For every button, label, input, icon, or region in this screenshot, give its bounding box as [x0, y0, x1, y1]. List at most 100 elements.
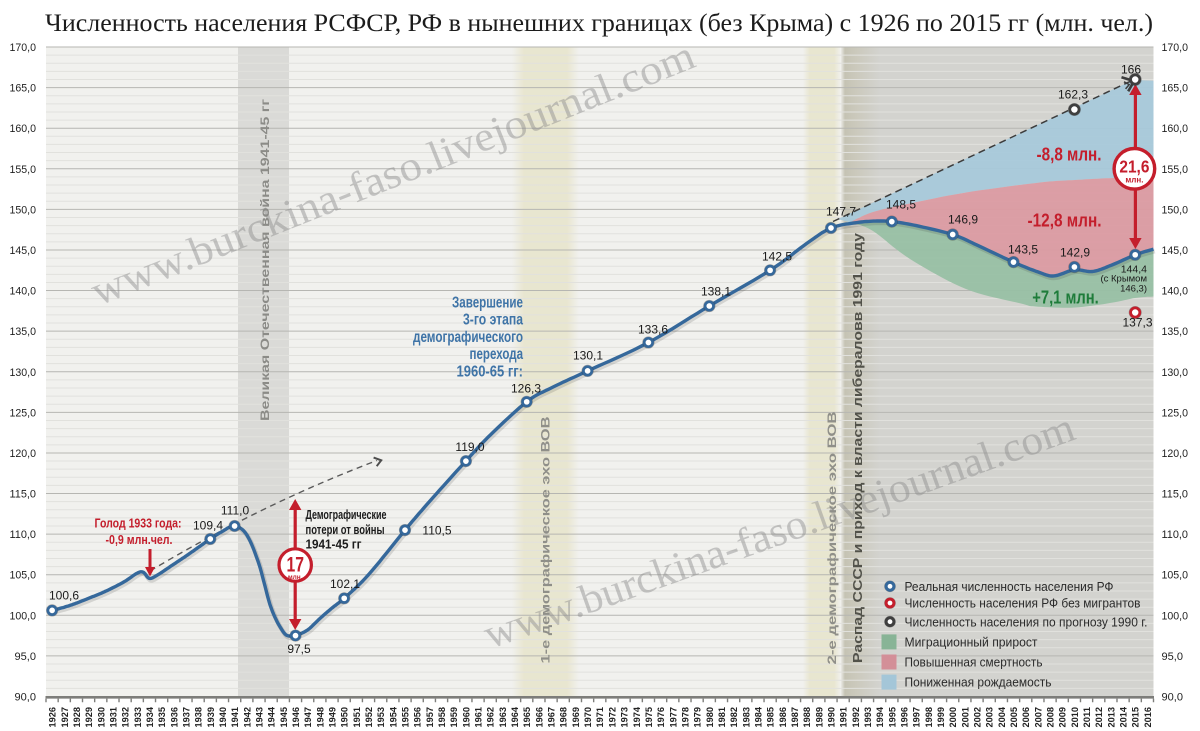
svg-text:1953: 1953 — [376, 707, 387, 728]
svg-text:105,0: 105,0 — [10, 570, 37, 582]
svg-text:2003: 2003 — [985, 707, 996, 728]
svg-text:90,0: 90,0 — [15, 692, 37, 704]
svg-text:160,0: 160,0 — [1162, 123, 1189, 135]
svg-text:2002: 2002 — [973, 707, 984, 728]
svg-text:Демографические: Демографические — [306, 507, 387, 522]
svg-text:135,0: 135,0 — [10, 326, 37, 338]
svg-text:170,0: 170,0 — [1162, 42, 1189, 54]
svg-text:1-е демографическое эхо ВОВ: 1-е демографическое эхо ВОВ — [539, 416, 553, 663]
svg-text:1937: 1937 — [182, 707, 193, 728]
svg-text:1930: 1930 — [96, 707, 107, 728]
svg-text:Численность населения РСФСР, Р: Численность населения РСФСР, РФ в нынешн… — [45, 8, 1153, 37]
svg-text:1975: 1975 — [644, 706, 655, 727]
svg-text:1972: 1972 — [607, 707, 618, 728]
svg-text:140,0: 140,0 — [1162, 286, 1189, 298]
svg-text:2015: 2015 — [1131, 706, 1142, 727]
svg-text:1954: 1954 — [388, 706, 399, 727]
svg-text:1959: 1959 — [449, 707, 460, 728]
svg-text:1926: 1926 — [48, 707, 59, 728]
svg-text:1970: 1970 — [583, 707, 594, 728]
svg-text:+7,1 млн.: +7,1 млн. — [1032, 287, 1099, 308]
svg-text:млн.: млн. — [288, 574, 303, 581]
svg-text:130,0: 130,0 — [10, 367, 37, 379]
svg-text:1958: 1958 — [437, 707, 448, 728]
svg-text:Миграционный прирост: Миграционный прирост — [905, 635, 1038, 650]
svg-text:130,1: 130,1 — [573, 349, 603, 363]
svg-text:155,0: 155,0 — [10, 164, 37, 176]
svg-text:1962: 1962 — [486, 707, 497, 728]
svg-text:100,0: 100,0 — [1162, 610, 1189, 622]
svg-text:1957: 1957 — [425, 707, 436, 728]
svg-text:142,9: 142,9 — [1060, 246, 1090, 260]
svg-text:1981: 1981 — [717, 706, 728, 727]
svg-text:155,0: 155,0 — [1162, 164, 1189, 176]
svg-text:143,5: 143,5 — [1008, 243, 1038, 257]
svg-text:2006: 2006 — [1021, 707, 1032, 728]
svg-text:138,1: 138,1 — [701, 285, 731, 299]
svg-text:1933: 1933 — [133, 707, 144, 728]
svg-text:1946: 1946 — [291, 707, 302, 728]
svg-text:1948: 1948 — [315, 707, 326, 728]
svg-text:1952: 1952 — [364, 707, 375, 728]
svg-text:Голод 1933 года:: Голод 1933 года: — [95, 516, 182, 531]
svg-text:1979: 1979 — [693, 707, 704, 728]
svg-text:1965: 1965 — [522, 706, 533, 727]
svg-text:1978: 1978 — [680, 707, 691, 728]
svg-text:1944: 1944 — [267, 706, 278, 727]
svg-text:-12,8 млн.: -12,8 млн. — [1028, 210, 1102, 231]
svg-text:1951: 1951 — [352, 706, 363, 727]
svg-text:109,4: 109,4 — [193, 519, 223, 533]
svg-text:-8,8 млн.: -8,8 млн. — [1037, 144, 1102, 165]
svg-text:110,0: 110,0 — [1162, 529, 1189, 541]
svg-text:130,0: 130,0 — [1162, 367, 1189, 379]
svg-text:2005: 2005 — [1009, 706, 1020, 727]
svg-text:150,0: 150,0 — [1162, 204, 1189, 216]
svg-text:145,0: 145,0 — [10, 245, 37, 257]
svg-text:148,5: 148,5 — [886, 197, 916, 211]
svg-text:1934: 1934 — [145, 706, 156, 727]
svg-text:1983: 1983 — [741, 707, 752, 728]
svg-text:1986: 1986 — [778, 707, 789, 728]
svg-text:162,3: 162,3 — [1058, 88, 1088, 102]
svg-text:166: 166 — [1121, 63, 1141, 77]
svg-text:2009: 2009 — [1058, 707, 1069, 728]
svg-text:2-е демографическое эхо ВОВ: 2-е демографическое эхо ВОВ — [825, 411, 839, 664]
svg-text:млн.: млн. — [1125, 176, 1143, 185]
svg-text:147,7: 147,7 — [826, 205, 856, 219]
svg-text:2000: 2000 — [948, 707, 959, 728]
svg-text:1997: 1997 — [912, 707, 923, 728]
svg-text:1987: 1987 — [790, 707, 801, 728]
svg-text:17: 17 — [286, 554, 304, 577]
svg-text:1971: 1971 — [595, 706, 606, 727]
svg-text:1964: 1964 — [510, 706, 521, 727]
svg-text:125,0: 125,0 — [10, 407, 37, 419]
svg-text:135,0: 135,0 — [1162, 326, 1189, 338]
svg-text:1929: 1929 — [84, 707, 95, 728]
svg-text:115,0: 115,0 — [1162, 489, 1189, 501]
svg-text:1960-65 гг:: 1960-65 гг: — [457, 363, 524, 380]
svg-text:165,0: 165,0 — [1162, 83, 1189, 95]
svg-text:1976: 1976 — [656, 707, 667, 728]
svg-text:1988: 1988 — [802, 707, 813, 728]
svg-text:1995: 1995 — [887, 706, 898, 727]
svg-text:150,0: 150,0 — [10, 204, 37, 216]
svg-text:1969: 1969 — [571, 707, 582, 728]
svg-text:1993: 1993 — [863, 707, 874, 728]
svg-text:146,3): 146,3) — [1120, 284, 1147, 295]
svg-text:140,0: 140,0 — [10, 286, 37, 298]
svg-text:120,0: 120,0 — [1162, 448, 1189, 460]
svg-text:Численность населения РФ без м: Численность населения РФ без мигрантов — [905, 596, 1141, 611]
svg-text:1947: 1947 — [303, 707, 314, 728]
svg-text:Завершение: Завершение — [452, 295, 523, 312]
svg-text:110,5: 110,5 — [422, 524, 451, 538]
svg-text:1940: 1940 — [218, 707, 229, 728]
svg-text:1977: 1977 — [668, 707, 679, 728]
svg-text:1935: 1935 — [157, 706, 168, 727]
svg-text:146,9: 146,9 — [948, 213, 978, 227]
svg-text:1942: 1942 — [242, 707, 253, 728]
svg-text:144,4: 144,4 — [1121, 264, 1147, 276]
svg-text:1992: 1992 — [851, 707, 862, 728]
svg-text:2010: 2010 — [1070, 707, 1081, 728]
svg-text:1966: 1966 — [534, 707, 545, 728]
svg-text:1980: 1980 — [705, 707, 716, 728]
